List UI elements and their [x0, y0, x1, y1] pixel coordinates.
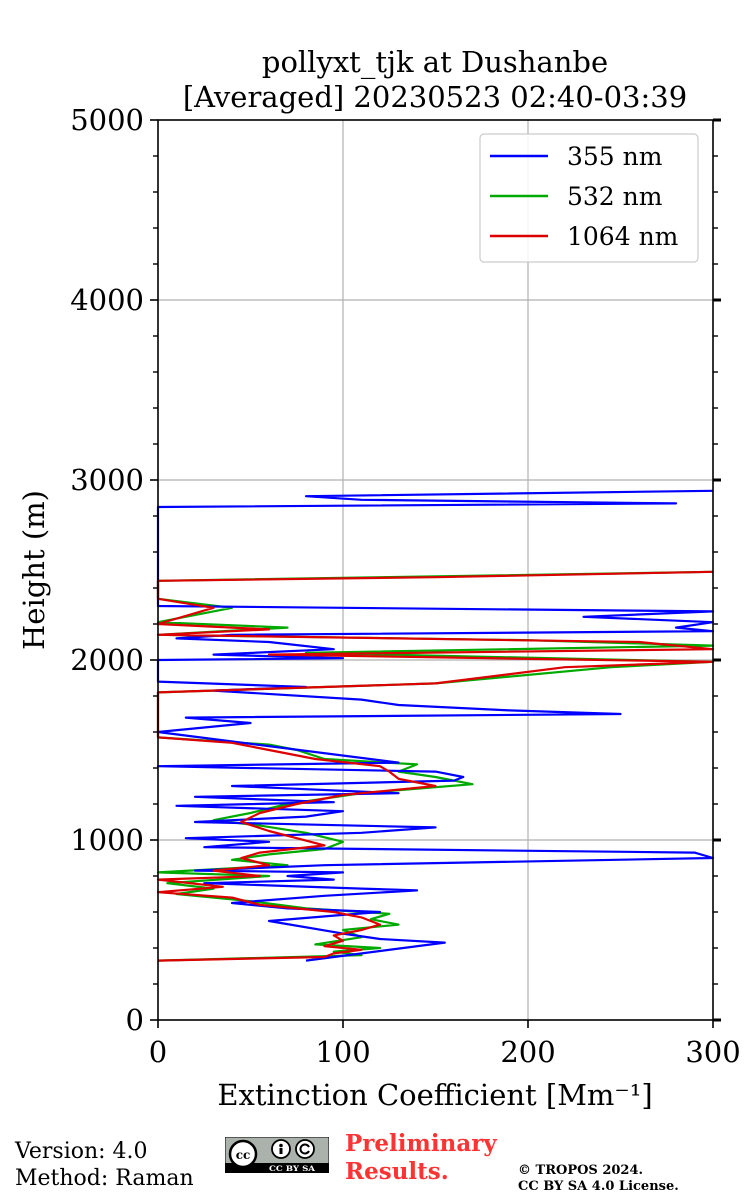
y-tick-label-1000: 1000	[70, 823, 144, 857]
copyright-line-1: © TROPOS 2024.	[518, 1163, 644, 1178]
copyright-line-2: CC BY SA 4.0 License.	[518, 1179, 679, 1194]
preliminary-line-1: Preliminary	[345, 1130, 497, 1157]
y-axis-label: Height (m)	[17, 490, 51, 650]
y-tick-label-5000: 5000	[70, 103, 144, 137]
x-tick-label-100: 100	[315, 1035, 370, 1069]
series-layer	[156, 489, 715, 962]
preliminary-line-2: Results.	[345, 1158, 449, 1185]
x-axis-label: Extinction Coefficient [Mm⁻¹]	[217, 1078, 652, 1112]
series-line-1064nm	[156, 570, 715, 962]
preliminary-results-note: Preliminary Results.	[345, 1130, 497, 1186]
y-tick-label-3000: 3000	[70, 463, 144, 497]
chart-title-line-2: [Averaged] 20230523 02:40-03:39	[183, 80, 687, 114]
y-tick-label-2000: 2000	[70, 643, 144, 677]
y-tick-label-4000: 4000	[70, 283, 144, 317]
x-tick-label-200: 200	[500, 1035, 555, 1069]
version-text: Version: 4.0	[15, 1139, 148, 1164]
legend-label-355nm: 355 nm	[567, 142, 663, 171]
cc-icon	[228, 1139, 258, 1169]
by-person-body	[279, 1148, 283, 1154]
plot-frame	[157, 119, 714, 1021]
legend-label-532nm: 532 nm	[567, 182, 663, 211]
cc-icon-letters: cc	[236, 1148, 251, 1162]
series-line-355nm	[156, 489, 715, 962]
copyright-notice: © TROPOS 2024. CC BY SA 4.0 License.	[518, 1163, 679, 1195]
legend-label-1064nm: 1064 nm	[567, 222, 679, 251]
by-person-head	[279, 1143, 283, 1148]
extinction-profile-chart: pollyxt_tjk at Dushanbe [Averaged] 20230…	[17, 45, 741, 1112]
legend-box	[479, 133, 699, 263]
cc-badge-label: CC BY SA	[269, 1164, 316, 1173]
x-tick-label-0: 0	[149, 1035, 167, 1069]
x-tick-label-300: 300	[685, 1035, 740, 1069]
method-text: Method: Raman	[15, 1166, 194, 1191]
chart-title-line-1: pollyxt_tjk at Dushanbe	[262, 45, 608, 80]
sa-share-arrow	[299, 1143, 310, 1155]
cc-badge-bottom-band	[225, 1163, 329, 1173]
sa-share-icon	[295, 1139, 315, 1159]
cc-license-badge: cc CC BY SA	[225, 1137, 329, 1173]
y-tick-label-0: 0	[126, 1003, 144, 1037]
axis-ticks	[150, 118, 721, 1028]
legend: 355 nm 532 nm 1064 nm	[479, 133, 699, 263]
